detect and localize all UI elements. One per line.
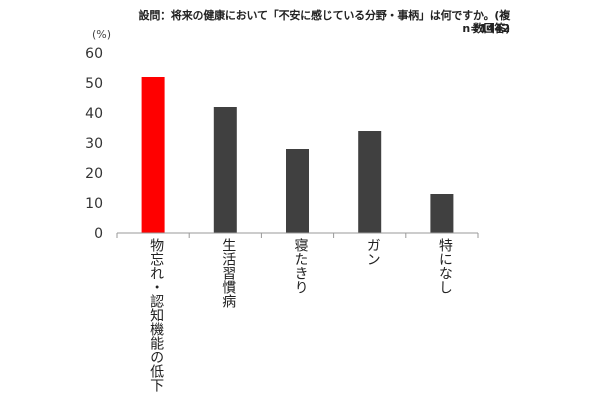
bar-4 [358, 131, 382, 233]
x-axis-ticks [116, 233, 479, 238]
bar-2 [213, 107, 237, 233]
y-tick-label: 20 [85, 166, 103, 182]
bars [141, 77, 454, 233]
y-tick-label: 0 [94, 226, 103, 242]
chart-title: 設問：将来の健康において「不安に感じている分野・事柄」は何ですか。(複数回答) [138, 9, 511, 35]
category-label: 生活習慣病 [220, 238, 237, 308]
bar-1 [141, 77, 165, 233]
y-axis: 0 10 20 30 40 50 60 [85, 46, 103, 242]
category-label: 寝たきり [292, 238, 309, 294]
y-tick-label: 40 [85, 106, 103, 122]
sample-size-label: n=1442 [462, 22, 510, 35]
y-axis-unit-label: (%) [92, 28, 111, 41]
bar-3 [286, 149, 309, 233]
bar-5 [430, 194, 454, 233]
y-tick-label: 60 [85, 46, 103, 62]
category-label: 物忘れ・認知機能の低下 [148, 238, 165, 392]
category-label: ガン [364, 238, 381, 266]
y-tick-label: 30 [85, 136, 103, 152]
category-label: 特になし [436, 238, 453, 294]
y-tick-label: 50 [85, 76, 103, 92]
y-tick-label: 10 [85, 196, 103, 212]
